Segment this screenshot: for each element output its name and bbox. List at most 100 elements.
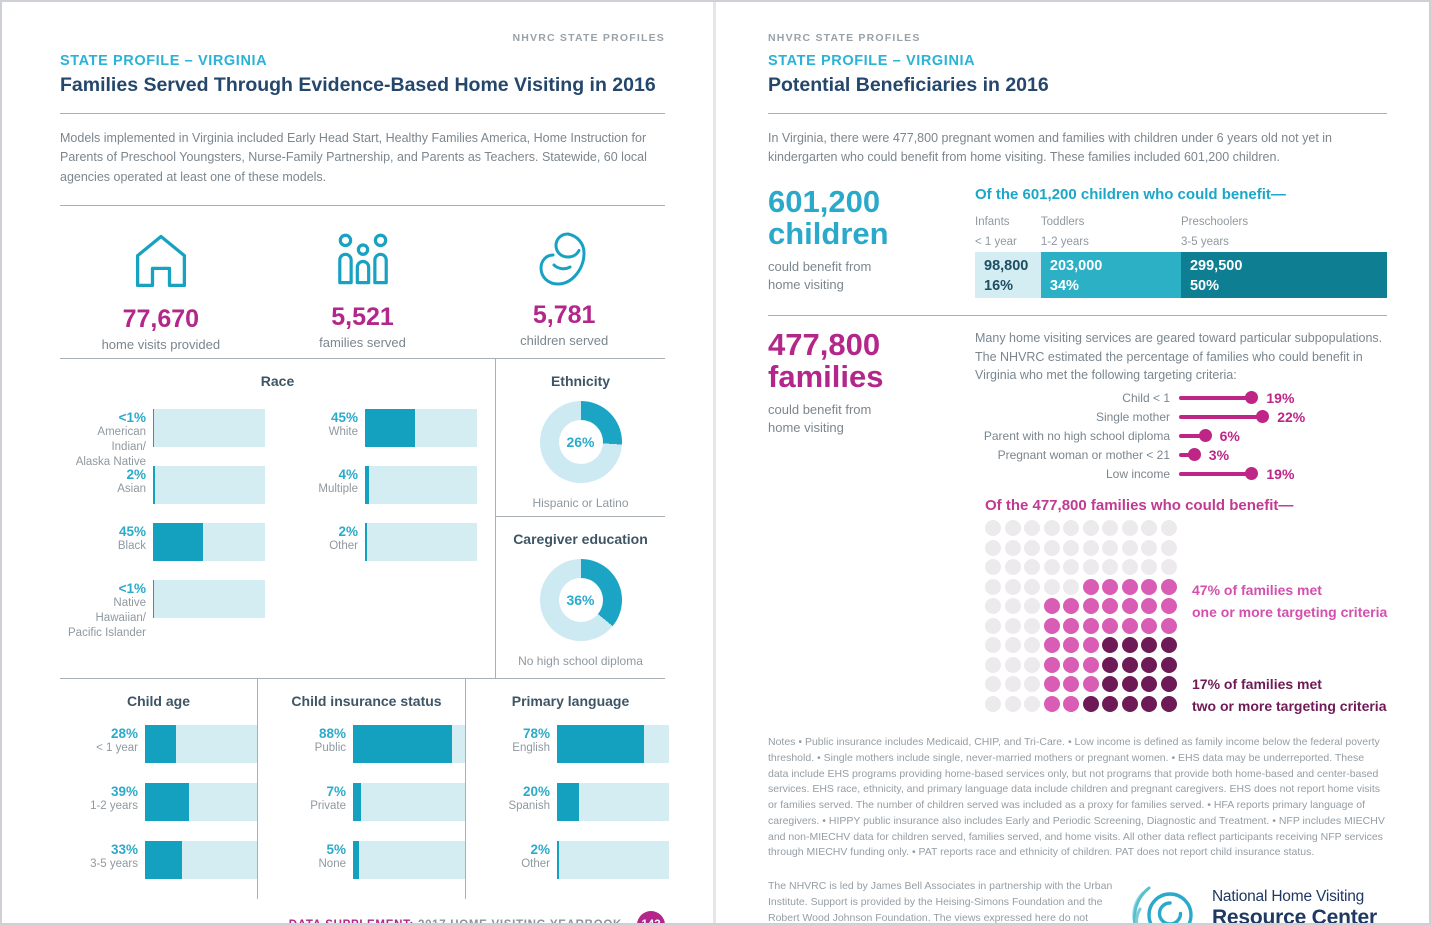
bar-text: 2% Asian [60, 466, 146, 497]
dot-cell [1141, 539, 1161, 560]
footer-supplement-rest: 2017 HOME VISITING YEARBOOK [414, 919, 622, 923]
dot-cell [1043, 520, 1064, 540]
ethnicity-title: Ethnicity [550, 373, 611, 390]
bar-track [145, 725, 257, 764]
dot-cell [1141, 520, 1161, 540]
page-title: Families Served Through Evidence-Based H… [60, 74, 656, 96]
dot-empty [1102, 520, 1118, 536]
criteria-row: Low income 19% [975, 464, 1387, 483]
bar-value: 28% [110, 726, 138, 742]
bar-fill [153, 409, 155, 448]
bar-value: 39% [110, 784, 138, 800]
dot-cell [1160, 637, 1181, 657]
state-profile-eyebrow: STATE PROFILE – VIRGINIA [768, 53, 976, 69]
bar-fill [365, 409, 416, 448]
divider [60, 205, 665, 207]
dot-matrix-section: Of the 477,800 families who could benefi… [985, 497, 1387, 715]
dot-cell [1102, 539, 1122, 560]
bar-value: 88% [318, 726, 346, 742]
dot-empty [1141, 539, 1157, 556]
bar-fill [353, 783, 361, 822]
criteria-dot [1187, 448, 1201, 461]
criteria-row: Child < 1 19% [975, 388, 1387, 407]
segment-preschoolers: 299,500 50% [1180, 251, 1387, 298]
children-section: 601,200 children could benefit from home… [768, 185, 1387, 298]
bar-text: 33% 3-5 years [60, 841, 138, 872]
bar-text: <1% American Indian/ Alaska Native [60, 409, 146, 470]
dot-cell [1063, 617, 1083, 638]
bar-label: English [512, 742, 550, 755]
dot-empty [985, 539, 1001, 556]
bar-label: None [318, 858, 347, 871]
criteria-label: Pregnant woman or mother < 21 [997, 447, 1170, 462]
dot-cell [1004, 598, 1025, 618]
dot-one-or-more [1121, 617, 1138, 634]
bar-text: <1% Native Hawaiian/ Pacific Islander [60, 580, 146, 641]
dot-cell [985, 539, 1005, 560]
bar-label: Native Hawaiian/ Pacific Islander [68, 597, 146, 639]
dot-cell [1121, 676, 1142, 696]
families-big-word: families [768, 359, 884, 395]
dot-cell [1063, 520, 1083, 540]
bar-text: 28% < 1 year [60, 725, 138, 756]
bar-row: 33% 3-5 years [60, 841, 257, 899]
bar-fill [557, 841, 560, 880]
bar-row: 88% Public [268, 725, 465, 783]
criteria-label: Single mother [1095, 409, 1170, 424]
segment-percent: 34% [1049, 278, 1079, 295]
dot-cell [1141, 617, 1161, 638]
dot-cell [1024, 520, 1044, 540]
dot-cell [1063, 578, 1083, 599]
dot-one-or-more [1043, 676, 1060, 692]
dot-one-or-more [1063, 637, 1079, 653]
dot-cell [1121, 598, 1142, 618]
dot-one-or-more [1043, 656, 1060, 673]
dot-empty [1063, 520, 1079, 536]
dot-cell [1063, 637, 1083, 657]
page-footer: DATA SUPPLEMENT: 2017 HOME VISITING YEAR… [60, 911, 665, 923]
annotation-line: one or more targeting criteria [1192, 604, 1388, 621]
criteria-row: Parent with no high school diploma 6% [975, 426, 1387, 445]
criteria-stem [1179, 471, 1248, 476]
dot-two-or-more [1141, 656, 1157, 673]
divider [768, 113, 1387, 114]
bar-value: 5% [326, 842, 346, 858]
bar-value: 2% [530, 842, 550, 858]
dot-cell [985, 637, 1005, 657]
segment-count: 98,800 [984, 257, 1029, 274]
stat-label: home visits provided [101, 337, 221, 353]
bar-track [557, 783, 669, 822]
bottom-panels: Child age 28% < 1 year 39% 1-2 years 33% 3-5 y… [60, 678, 669, 900]
dot-one-or-more [1043, 598, 1060, 614]
bar-label: Multiple [318, 483, 358, 496]
dot-cell [1102, 559, 1122, 579]
dot-empty [1004, 578, 1021, 595]
dot-cell [1024, 676, 1044, 696]
bar-fill [153, 523, 204, 562]
bar-label: White [328, 426, 358, 439]
criteria-value: 19% [1266, 389, 1295, 406]
criteria-row: Pregnant woman or mother < 21 3% [975, 445, 1387, 464]
dot-cell [1043, 676, 1064, 696]
page-title: Potential Beneficiaries in 2016 [768, 74, 1049, 96]
bar-label: Public [314, 742, 346, 755]
segment-percent: 16% [984, 278, 1014, 295]
bar-value: 33% [110, 842, 138, 858]
dot-cell [1004, 676, 1025, 696]
dot-empty [1082, 559, 1099, 575]
dot-cell [1063, 539, 1083, 560]
criteria-dot [1245, 391, 1259, 404]
bar-fill [557, 725, 645, 764]
divider [60, 113, 665, 114]
bar-text: 88% Public [268, 725, 346, 756]
dot-matrix-chart [985, 520, 1180, 715]
dot-empty [1024, 539, 1040, 556]
dot-empty [1082, 539, 1099, 556]
stat-card: 5,781 children served [463, 220, 665, 352]
bar-text: 78% English [472, 725, 550, 756]
dot-two-or-more [1160, 695, 1177, 712]
families-big-sub: could benefit from home visiting [768, 401, 872, 436]
dot-one-or-more [1063, 656, 1079, 673]
bar-label: Other [521, 858, 550, 871]
children-chart-heading: Of the 601,200 children who could benefi… [975, 185, 1286, 203]
